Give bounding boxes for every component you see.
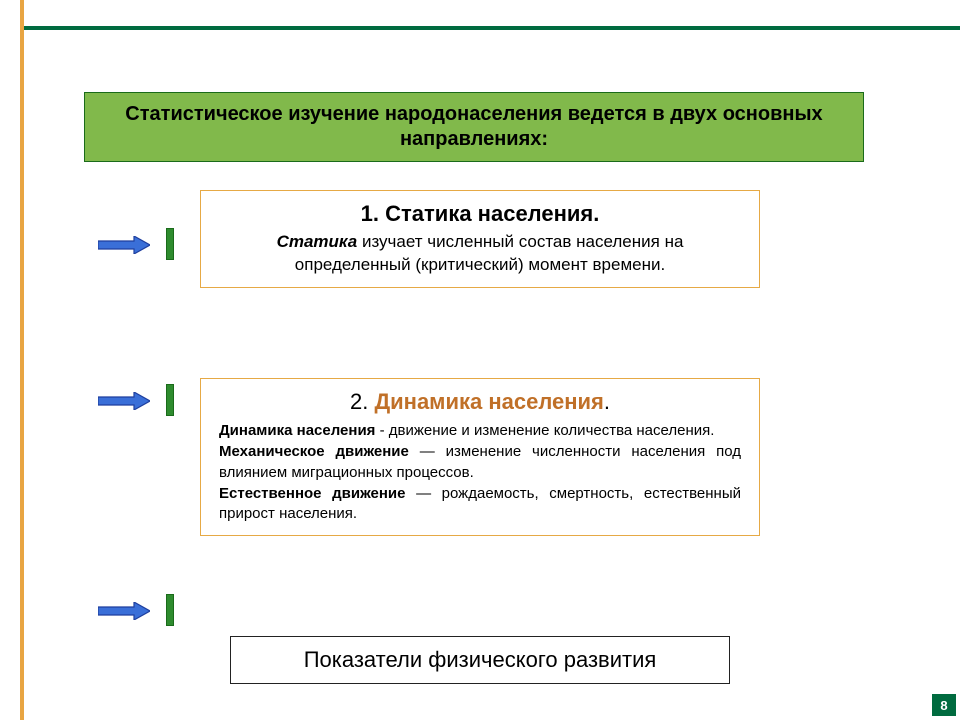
page-number-text: 8 [940, 698, 947, 713]
box3-text: Показатели физического развития [304, 647, 657, 672]
box2-p3: Естественное движение — рождаемость, сме… [219, 484, 741, 525]
box1-title: 1. Статика населения. [219, 201, 741, 227]
box-physical: Показатели физического развития [230, 636, 730, 684]
box-statics: 1. Статика населения. Статика изучает чи… [200, 190, 760, 288]
green-bullet-bar [166, 384, 174, 416]
arrow-right-icon [98, 392, 150, 410]
box2-number: 2. [350, 389, 368, 414]
header-box: Статистическое изучение народонаселения … [84, 92, 864, 162]
box2-period: . [604, 389, 610, 414]
header-text: Статистическое изучение народонаселения … [125, 103, 822, 150]
green-bullet-bar [166, 594, 174, 626]
box2-p1-bold: Динамика населения [219, 422, 375, 439]
box2-p3-bold: Естественное движение [219, 485, 405, 502]
box1-label: Статика населения. [385, 201, 599, 226]
box1-number: 1. [361, 201, 379, 226]
box2-p2-bold: Механическое движение [219, 443, 409, 460]
top-accent-bar [20, 26, 960, 30]
box2-p2: Механическое движение — изменение числен… [219, 442, 741, 483]
box2-label: Динамика населения [374, 389, 603, 414]
box1-body-bold: Статика [277, 232, 358, 251]
box2-p1: Динамика населения - движение и изменени… [219, 421, 741, 441]
box2-title: 2. Динамика населения. [219, 389, 741, 415]
box1-body: Статика изучает численный состав населен… [219, 231, 741, 277]
page-number-badge: 8 [932, 694, 956, 716]
left-accent-bar [20, 0, 24, 720]
arrow-right-icon [98, 236, 150, 254]
box-dynamics: 2. Динамика населения. Динамика населени… [200, 378, 760, 536]
green-bullet-bar [166, 228, 174, 260]
box2-p1-rest: - движение и изменение количества населе… [375, 422, 714, 439]
arrow-right-icon [98, 602, 150, 620]
